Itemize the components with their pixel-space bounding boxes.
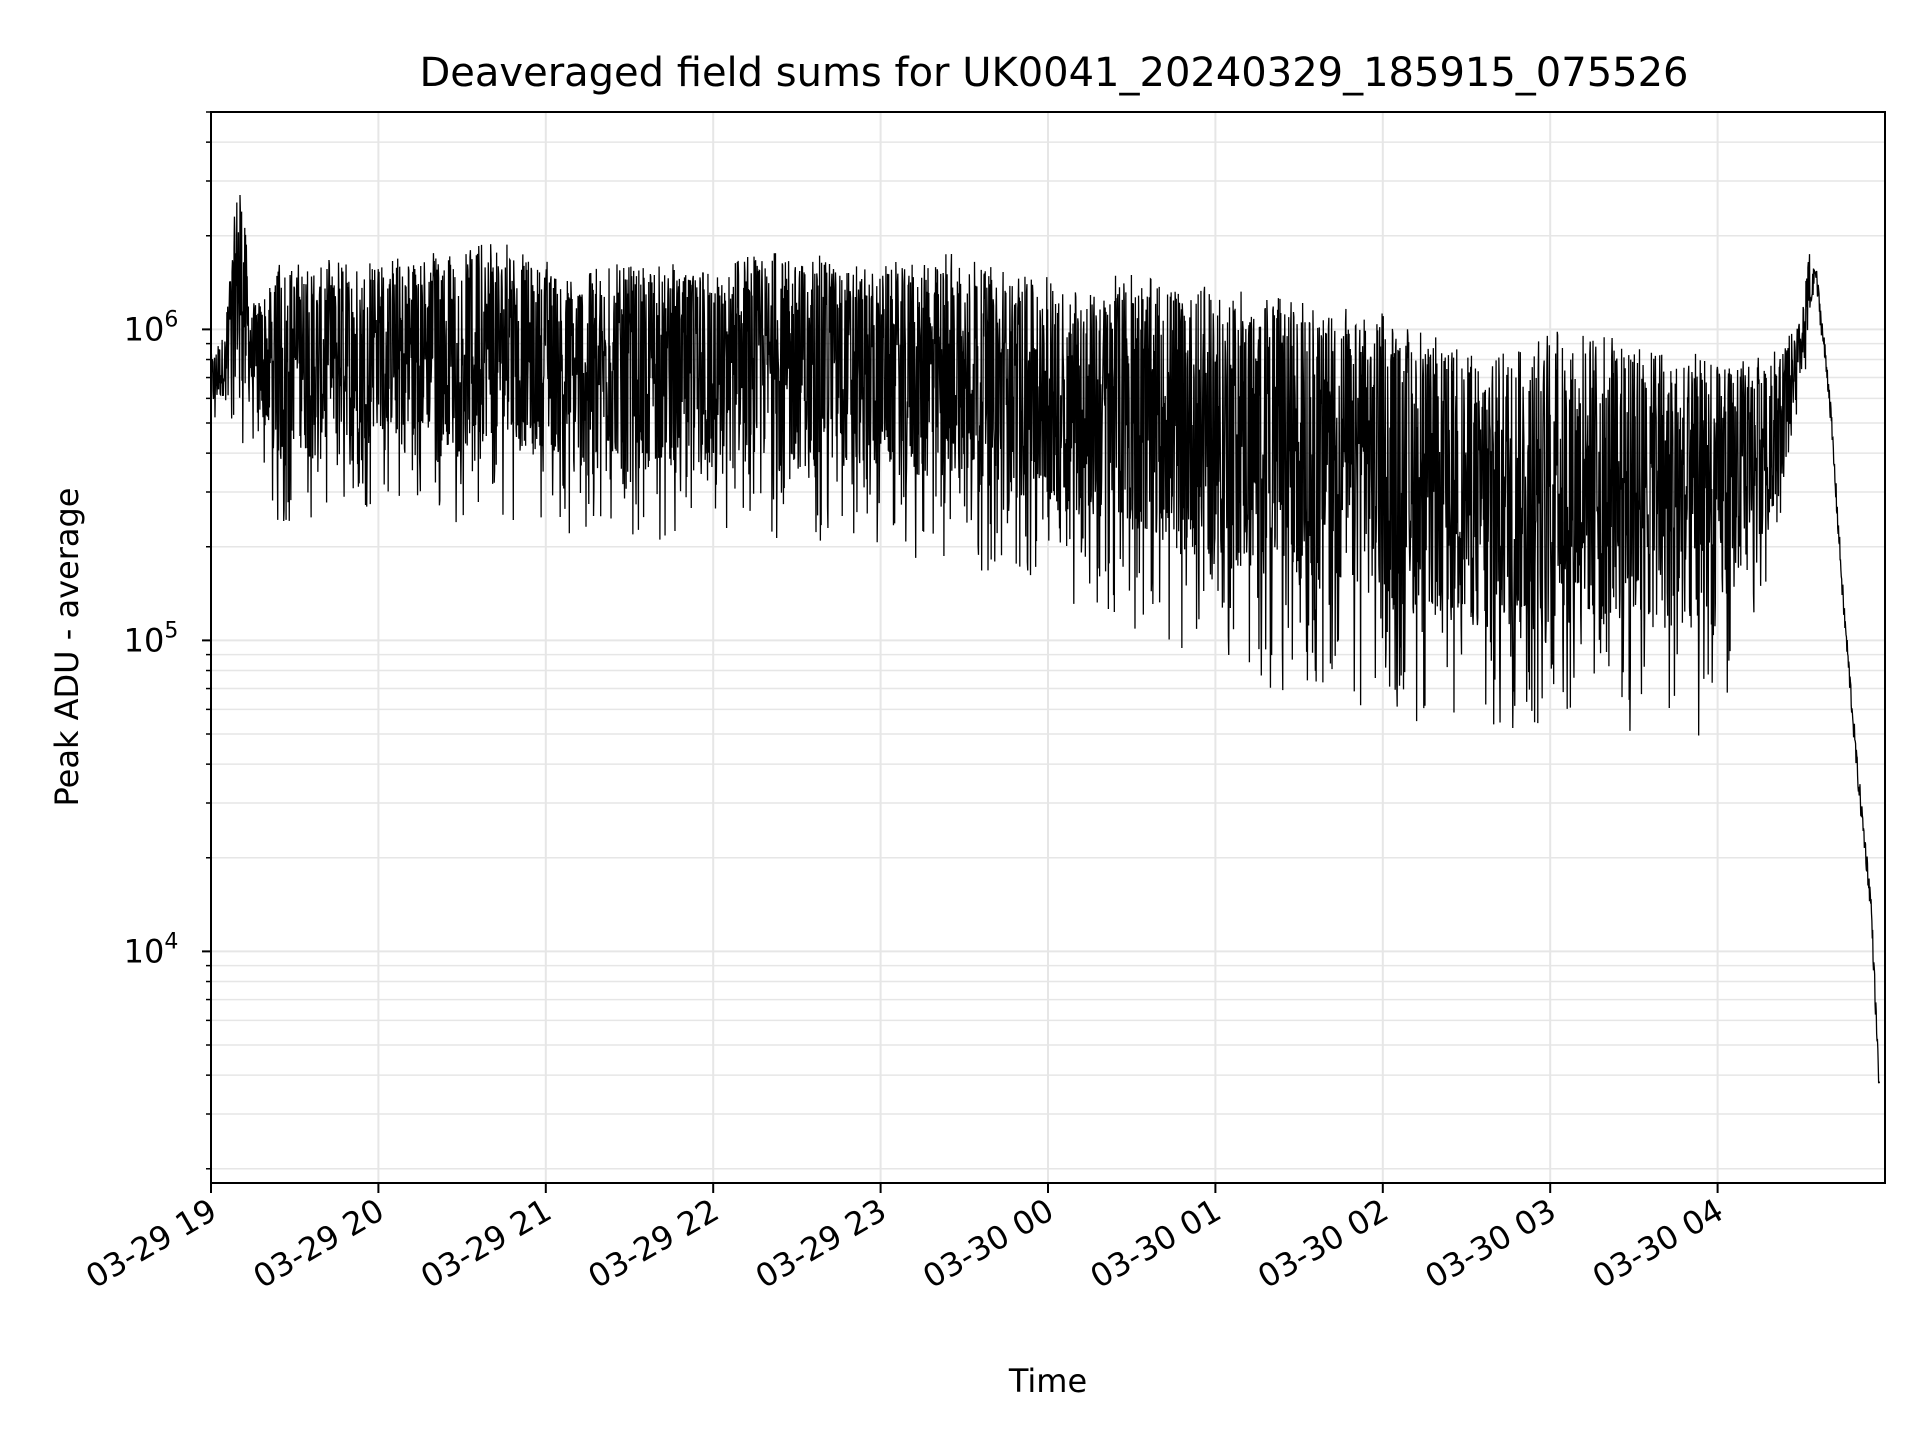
x-axis-label: Time [1008,1362,1087,1400]
y-tick-label: 105 [124,618,179,659]
x-tick-label: 03-30 03 [1419,1191,1563,1296]
x-tick-label: 03-29 20 [247,1191,391,1296]
x-tick-label: 03-29 23 [749,1191,893,1296]
y-tick-label: 106 [124,307,179,348]
x-tick-label: 03-30 04 [1586,1191,1730,1296]
y-tick-label: 104 [124,929,179,970]
y-axis-label: Peak ADU - average [48,488,86,807]
x-tick-label: 03-29 21 [414,1191,558,1296]
x-tick-label: 03-29 19 [79,1191,223,1296]
y-ticks: 104 105 106 [124,111,211,1170]
series-line-path [210,195,1881,1084]
x-tick-label: 03-30 00 [916,1191,1060,1296]
x-tick-label: 03-29 22 [582,1191,726,1296]
series-line [210,195,1881,1084]
x-tick-label: 03-30 01 [1084,1191,1228,1296]
x-ticks: 03-29 19 03-29 20 03-29 21 03-29 22 03-29 23… [79,1183,1730,1296]
chart-title: Deaveraged field sums for UK0041_2024032… [419,50,1688,96]
x-tick-label: 03-30 02 [1251,1191,1395,1296]
